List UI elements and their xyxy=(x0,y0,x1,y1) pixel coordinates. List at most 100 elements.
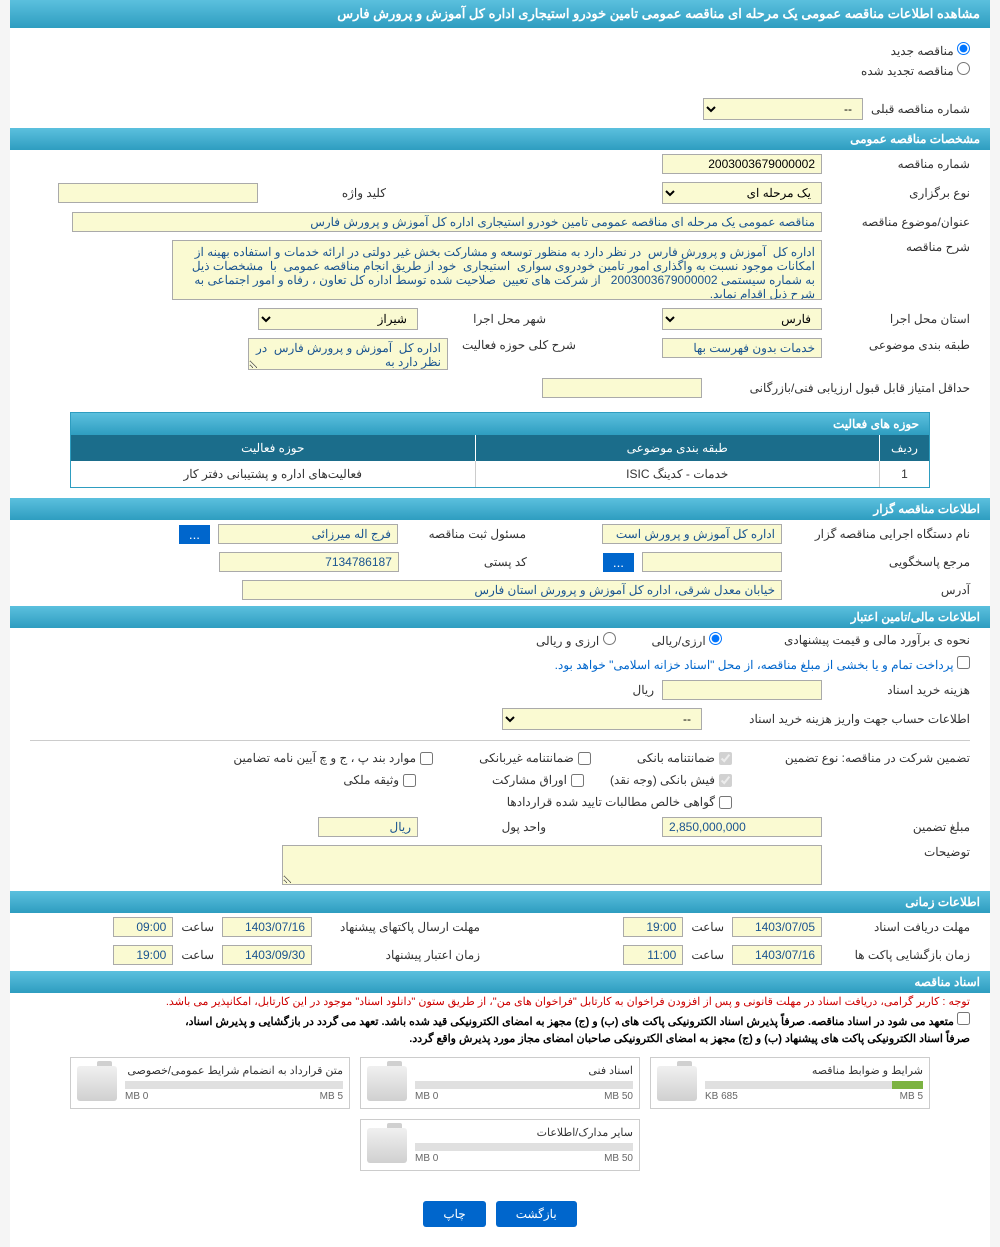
receive-label: مهلت دریافت اسناد xyxy=(830,920,970,934)
resp-label: مسئول ثبت مناقصه xyxy=(406,527,526,541)
open-date-input[interactable] xyxy=(732,945,822,965)
receive-date-input[interactable] xyxy=(732,917,822,937)
time-label: ساعت xyxy=(691,948,724,962)
subject-input[interactable] xyxy=(72,212,822,232)
section-financial: اطلاعات مالی/تامین اعتبار xyxy=(10,606,990,628)
time-label: ساعت xyxy=(691,920,724,934)
notes-label: توضیحات xyxy=(830,845,970,859)
notes-textarea[interactable] xyxy=(282,845,822,885)
type-select[interactable]: یک مرحله ای xyxy=(662,182,822,204)
keyword-input[interactable] xyxy=(58,183,258,203)
min-score-input[interactable] xyxy=(542,378,702,398)
time-label: ساعت xyxy=(181,948,214,962)
validity-label: زمان اعتبار پیشنهاد xyxy=(320,948,480,962)
cb-cert[interactable]: گواهی خالص مطالبات تایید شده قراردادها xyxy=(507,795,732,809)
validity-time-input[interactable] xyxy=(113,945,173,965)
org-input[interactable] xyxy=(602,524,782,544)
print-button[interactable]: چاپ xyxy=(423,1201,485,1227)
account-select[interactable]: -- xyxy=(502,708,702,730)
doc-card[interactable]: متن قرارداد به انضمام شرایط عمومی/خصوصی … xyxy=(70,1057,350,1109)
tender-no-label: شماره مناقصه xyxy=(830,157,970,171)
resp-more-button[interactable]: ... xyxy=(179,525,210,544)
postal-label: کد پستی xyxy=(407,555,527,569)
radio-renewed[interactable]: مناقصه تجدید شده xyxy=(20,62,970,78)
postal-input[interactable] xyxy=(219,552,399,572)
th-row: ردیف xyxy=(879,435,929,461)
time-label: ساعت xyxy=(181,920,214,934)
validity-date-input[interactable] xyxy=(222,945,312,965)
section-timing: اطلاعات زمانی xyxy=(10,891,990,913)
province-select[interactable]: فارس xyxy=(662,308,822,330)
org-label: نام دستگاه اجرایی مناقصه گزار xyxy=(790,527,970,541)
open-time-input[interactable] xyxy=(623,945,683,965)
unit-input[interactable] xyxy=(318,817,418,837)
address-label: آدرس xyxy=(790,583,970,597)
cb-property[interactable]: وثیقه ملکی xyxy=(343,773,416,787)
cb-nonbank[interactable]: ضمانتنامه غیربانکی xyxy=(479,751,591,765)
page-title: مشاهده اطلاعات مناقصه عمومی یک مرحله ای … xyxy=(10,0,990,28)
contact-more-button[interactable]: ... xyxy=(603,553,634,572)
scope-label: شرح کلی حوزه فعالیت xyxy=(456,338,576,352)
guarantee-label: تضمین شرکت در مناقصه: نوع تضمین xyxy=(740,751,970,765)
class-label: طبقه بندی موضوعی xyxy=(830,338,970,352)
method-label: نحوه ی برآورد مالی و قیمت پیشنهادی xyxy=(730,633,970,647)
cb-cash[interactable]: فیش بانکی (وجه نقد) xyxy=(610,773,732,787)
receive-time-input[interactable] xyxy=(623,917,683,937)
class-input[interactable] xyxy=(662,338,822,358)
th-class: طبقه بندی موضوعی xyxy=(475,435,880,461)
activity-table-title: حوزه های فعالیت xyxy=(71,413,929,435)
doc-card[interactable]: شرایط و ضوابط مناقصه 5 MB685 KB xyxy=(650,1057,930,1109)
doc-card[interactable]: اسناد فنی 50 MB0 MB xyxy=(360,1057,640,1109)
doc-card[interactable]: سایر مدارک/اطلاعات 50 MB0 MB xyxy=(360,1119,640,1171)
table-row: 1 خدمات - کدینگ ISIC فعالیت‌های اداره و … xyxy=(71,461,929,487)
subject-label: عنوان/موضوع مناقصه xyxy=(830,215,970,229)
submit-date-input[interactable] xyxy=(222,917,312,937)
notice-black2: صرفاً اسناد الکترونیکی پاکت های پیشنهاد … xyxy=(10,1030,990,1047)
notice-red: توجه : کاربر گرامی، دریافت اسناد در مهلت… xyxy=(10,993,990,1010)
open-label: زمان بازگشایی پاکت ها xyxy=(830,948,970,962)
radio-new[interactable]: مناقصه جدید xyxy=(20,42,970,58)
city-label: شهر محل اجرا xyxy=(426,312,546,326)
amount-input[interactable] xyxy=(662,817,822,837)
desc-label: شرح مناقصه xyxy=(830,240,970,254)
section-documents: اسناد مناقصه xyxy=(10,971,990,993)
prev-tender-select[interactable]: -- xyxy=(703,98,863,120)
doc-cost-label: هزینه خرید اسناد xyxy=(830,683,970,697)
back-button[interactable]: بازگشت xyxy=(496,1201,577,1227)
contact-label: مرجع پاسخگویی xyxy=(790,555,970,569)
section-general: مشخصات مناقصه عمومی xyxy=(10,128,990,150)
commitment-checkbox[interactable] xyxy=(957,1012,970,1025)
folder-icon xyxy=(367,1066,407,1101)
doc-cost-input[interactable] xyxy=(662,680,822,700)
city-select[interactable]: شیراز xyxy=(258,308,418,330)
notice-black1: متعهد می شود در اسناد مناقصه. صرفاً پذیر… xyxy=(10,1010,990,1030)
desc-textarea[interactable]: اداره کل آموزش و پرورش فارس در نظر دارد … xyxy=(172,240,822,300)
activity-table: حوزه های فعالیت ردیف طبقه بندی موضوعی حو… xyxy=(70,412,930,488)
radio-foreign[interactable]: ارزی و ریالی xyxy=(536,632,616,648)
amount-label: مبلغ تضمین xyxy=(830,820,970,834)
resp-input[interactable] xyxy=(218,524,398,544)
address-input[interactable] xyxy=(242,580,782,600)
contact-input[interactable] xyxy=(642,552,782,572)
cb-bonds[interactable]: اوراق مشارکت xyxy=(492,773,584,787)
doc-cards: شرایط و ضوابط مناقصه 5 MB685 KB اسناد فن… xyxy=(10,1047,990,1181)
radio-rial[interactable]: ارزی/ریالی xyxy=(652,632,722,648)
type-label: نوع برگزاری xyxy=(830,186,970,200)
submit-time-input[interactable] xyxy=(113,917,173,937)
folder-icon xyxy=(657,1066,697,1101)
prev-tender-label: شماره مناقصه قبلی xyxy=(871,102,970,116)
tender-no-input[interactable] xyxy=(662,154,822,174)
rial-unit: ریال xyxy=(632,683,654,697)
folder-icon xyxy=(77,1066,117,1101)
treasury-check[interactable]: پرداخت تمام و یا بخشی از مبلغ مناقصه، از… xyxy=(555,656,970,672)
account-label: اطلاعات حساب جهت واریز هزینه خرید اسناد xyxy=(710,712,970,726)
submit-label: مهلت ارسال پاکتهای پیشنهاد xyxy=(320,920,480,934)
scope-textarea[interactable]: اداره کل آموزش و پرورش فارس در نظر دارد … xyxy=(248,338,448,370)
cb-bank[interactable]: ضمانتنامه بانکی xyxy=(637,751,732,765)
unit-label: واحد پول xyxy=(426,820,546,834)
tender-type-radio: مناقصه جدید مناقصه تجدید شده xyxy=(10,28,990,92)
th-scope: حوزه فعالیت xyxy=(71,435,475,461)
province-label: استان محل اجرا xyxy=(830,312,970,326)
cb-bylaw[interactable]: موارد بند پ ، ج و چ آیین نامه تضامین xyxy=(233,751,433,765)
min-score-label: حداقل امتیاز قابل قبول ارزیابی فنی/بازرگ… xyxy=(710,381,970,395)
